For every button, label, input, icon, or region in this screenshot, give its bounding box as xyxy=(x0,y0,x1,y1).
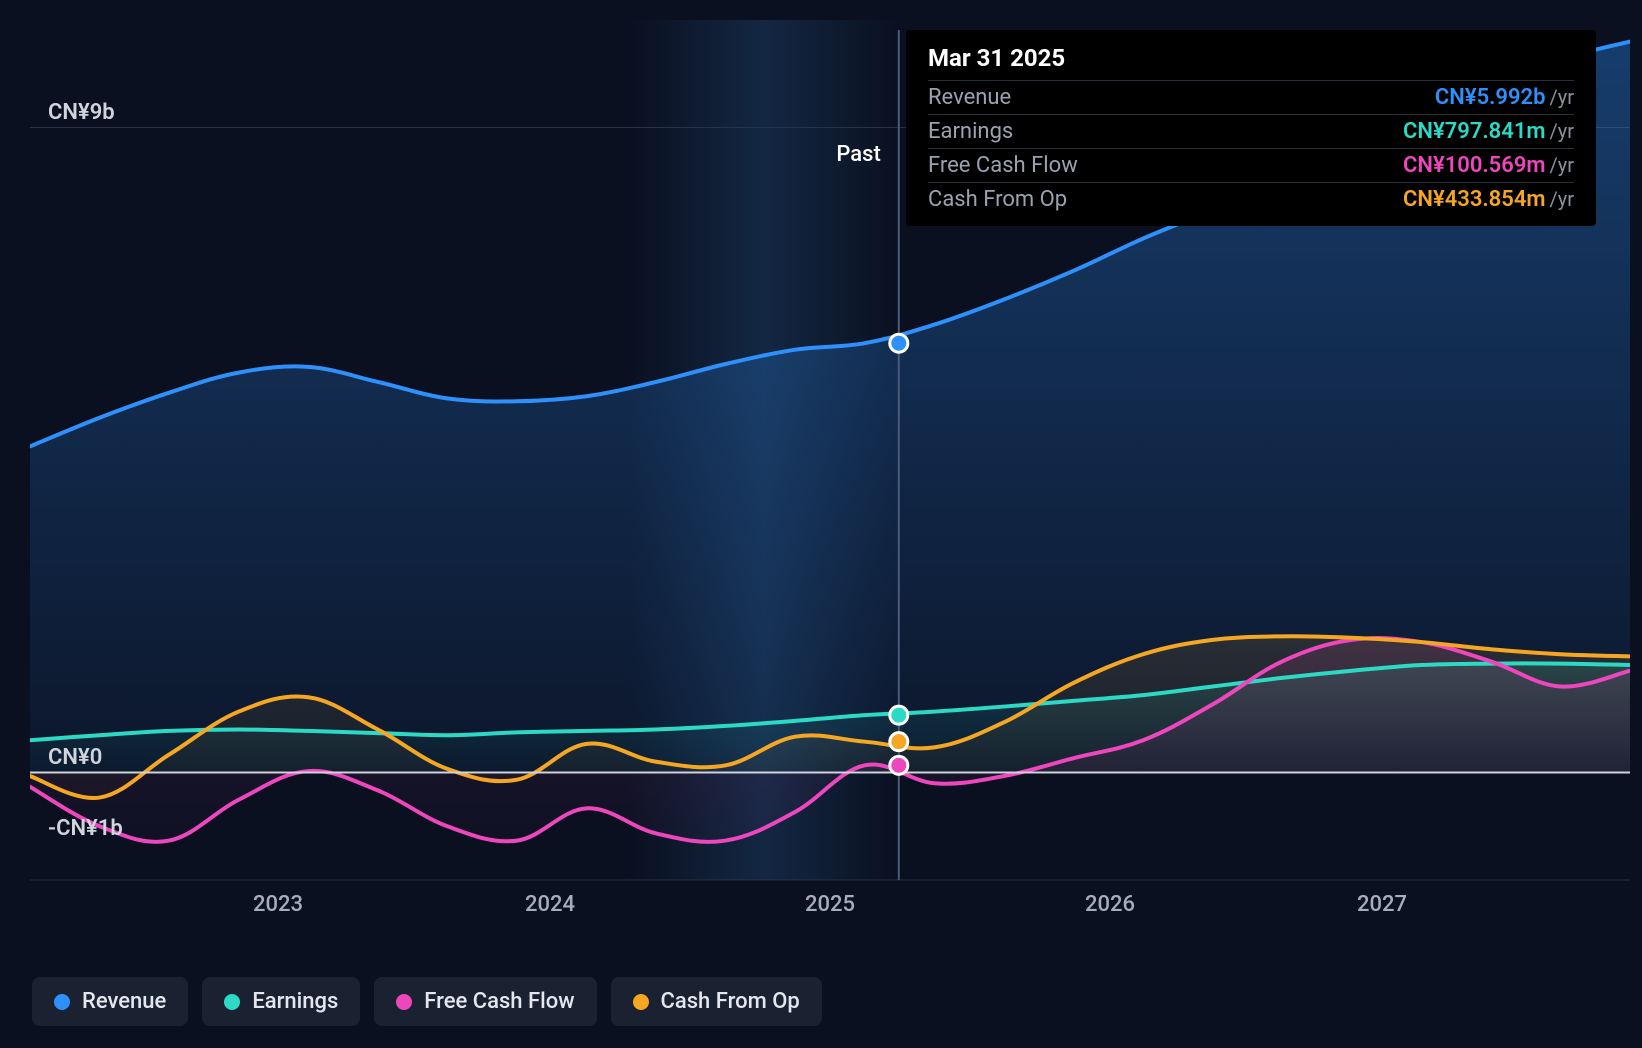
tooltip-row-label: Earnings xyxy=(928,119,1013,144)
tooltip: Mar 31 2025 Revenue CN¥5.992b/yr Earnings C… xyxy=(906,30,1596,226)
legend-item-cfo[interactable]: Cash From Op xyxy=(611,977,822,1026)
y-axis-label: -CN¥1b xyxy=(48,816,123,841)
legend-dot-icon xyxy=(224,994,240,1010)
tooltip-row-label: Revenue xyxy=(928,85,1011,110)
past-label: Past xyxy=(836,142,880,167)
marker-fcf[interactable] xyxy=(890,756,908,774)
marker-earnings[interactable] xyxy=(890,706,908,724)
legend-item-earnings[interactable]: Earnings xyxy=(202,977,360,1026)
tooltip-row: Cash From Op CN¥433.854m/yr xyxy=(928,182,1574,216)
legend-label: Revenue xyxy=(82,989,166,1014)
tooltip-row-value: CN¥433.854m xyxy=(1403,187,1545,212)
tooltip-row-unit: /yr xyxy=(1550,119,1575,143)
tooltip-row: Earnings CN¥797.841m/yr xyxy=(928,114,1574,148)
tooltip-row-label: Free Cash Flow xyxy=(928,153,1078,178)
tooltip-row-value: CN¥5.992b xyxy=(1435,85,1546,110)
y-axis-label: CN¥0 xyxy=(48,745,102,770)
legend-dot-icon xyxy=(396,994,412,1010)
marker-cfo[interactable] xyxy=(890,733,908,751)
tooltip-row-unit: /yr xyxy=(1550,153,1575,177)
tooltip-row-unit: /yr xyxy=(1550,85,1575,109)
legend-dot-icon xyxy=(54,994,70,1010)
tooltip-row-value: CN¥797.841m xyxy=(1403,119,1545,144)
y-axis-label: CN¥9b xyxy=(48,100,115,125)
legend: Revenue Earnings Free Cash Flow Cash From O… xyxy=(32,977,822,1026)
legend-item-fcf[interactable]: Free Cash Flow xyxy=(374,977,596,1026)
x-axis-label: 2027 xyxy=(1357,892,1407,917)
legend-label: Free Cash Flow xyxy=(424,989,574,1014)
legend-item-revenue[interactable]: Revenue xyxy=(32,977,188,1026)
marker-revenue[interactable] xyxy=(890,334,908,352)
x-axis-label: 2024 xyxy=(525,892,575,917)
legend-label: Earnings xyxy=(252,989,338,1014)
tooltip-row: Free Cash Flow CN¥100.569m/yr xyxy=(928,148,1574,182)
x-axis-label: 2026 xyxy=(1085,892,1135,917)
x-axis-label: 2025 xyxy=(805,892,855,917)
tooltip-row-value: CN¥100.569m xyxy=(1403,153,1545,178)
tooltip-date: Mar 31 2025 xyxy=(928,44,1574,80)
legend-dot-icon xyxy=(633,994,649,1010)
x-axis-label: 2023 xyxy=(253,892,303,917)
legend-label: Cash From Op xyxy=(661,989,800,1014)
tooltip-row-unit: /yr xyxy=(1550,187,1575,211)
tooltip-row-label: Cash From Op xyxy=(928,187,1067,212)
tooltip-row: Revenue CN¥5.992b/yr xyxy=(928,80,1574,114)
